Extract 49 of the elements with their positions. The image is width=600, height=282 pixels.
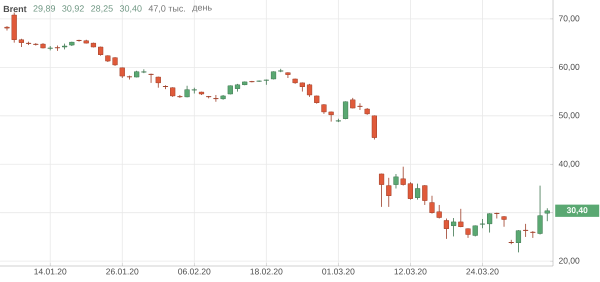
candlestick <box>213 94 219 102</box>
candlestick <box>465 228 471 238</box>
y-tick-label: 50,00 <box>558 112 580 120</box>
candlestick <box>393 174 399 189</box>
candlestick <box>444 218 450 240</box>
annotation: 30,40 <box>120 5 142 13</box>
candlestick <box>436 204 442 219</box>
candlestick <box>544 208 550 222</box>
x-tick-label: 14.01.20 <box>34 268 66 275</box>
y-tick-label: 60,00 <box>558 64 580 71</box>
text: 30,40 <box>566 207 588 214</box>
candlestick <box>336 118 341 122</box>
candlestick <box>156 76 161 88</box>
candlestick <box>422 184 428 206</box>
candlestick <box>450 218 456 237</box>
candlestick <box>306 83 312 98</box>
annotation: день <box>192 6 212 12</box>
annotation: 28,25 <box>91 5 113 13</box>
x-tick-label: 18.02.20 <box>250 268 282 275</box>
candlestick <box>98 46 104 56</box>
candlestick <box>501 216 507 228</box>
y-tick-label: 70,00 <box>558 15 580 22</box>
candlestick <box>372 114 377 140</box>
annotation: 30,92 <box>62 5 84 13</box>
candlestick <box>321 104 327 114</box>
candlestick <box>414 183 420 200</box>
candlestick <box>386 177 392 208</box>
y-tick-label: 40,00 <box>558 160 580 168</box>
candlestick <box>480 218 486 229</box>
candlestick <box>148 73 154 84</box>
candlestick <box>458 208 464 228</box>
candlestick <box>357 102 363 110</box>
annotation: 29,89 <box>33 5 56 13</box>
candlestick <box>378 173 384 208</box>
candlestick <box>486 212 492 233</box>
x-tick-label: 12.03.20 <box>394 268 427 275</box>
candlestick <box>516 230 522 253</box>
y-tick-label: 20,00 <box>558 258 580 265</box>
candlestick <box>26 41 32 46</box>
candlestick <box>54 45 60 52</box>
x-tick-label: 06.02.20 <box>178 268 210 275</box>
x-tick-label: 26.01.20 <box>106 268 138 275</box>
x-tick-label: 24.03.20 <box>466 268 499 275</box>
x-tick-label: 01.03.20 <box>322 268 354 275</box>
candlestick <box>429 195 435 214</box>
text: Brent <box>4 6 27 12</box>
annotation: 47,0 тыс. <box>148 5 186 13</box>
candlestick <box>523 223 528 238</box>
candlestick <box>537 185 543 235</box>
